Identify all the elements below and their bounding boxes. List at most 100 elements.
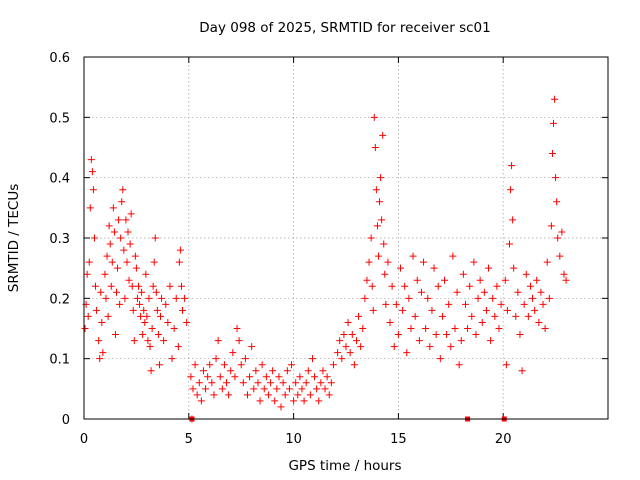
data-point xyxy=(386,318,394,326)
data-point xyxy=(92,282,100,290)
data-point xyxy=(292,379,300,387)
data-point xyxy=(298,385,306,393)
data-point xyxy=(294,391,302,399)
y-tick-label: 0 xyxy=(62,413,70,428)
data-point xyxy=(225,391,233,399)
data-point xyxy=(533,276,541,284)
data-point xyxy=(181,294,189,302)
data-point xyxy=(302,379,310,387)
y-tick-label: 0.4 xyxy=(49,172,70,187)
data-point xyxy=(505,240,513,248)
data-point xyxy=(260,385,268,393)
data-point xyxy=(160,337,168,345)
data-point xyxy=(142,270,150,278)
data-point xyxy=(374,252,382,260)
data-point xyxy=(243,391,251,399)
data-point xyxy=(493,282,501,290)
data-point xyxy=(218,385,226,393)
data-point xyxy=(403,349,411,357)
data-point xyxy=(457,337,465,345)
data-point xyxy=(392,300,400,308)
data-point xyxy=(86,204,94,212)
data-point xyxy=(545,294,553,302)
data-point xyxy=(482,306,490,314)
data-point xyxy=(317,379,325,387)
data-point xyxy=(262,373,270,381)
data-point xyxy=(560,270,568,278)
data-point xyxy=(434,282,442,290)
data-point xyxy=(145,294,153,302)
data-point xyxy=(119,186,127,194)
data-point xyxy=(424,294,432,302)
data-point xyxy=(417,288,425,296)
x-tick-label: 20 xyxy=(495,432,512,447)
data-point xyxy=(120,246,128,254)
data-point xyxy=(277,403,285,411)
data-point xyxy=(111,331,119,339)
data-point xyxy=(183,318,191,326)
data-point xyxy=(520,300,528,308)
x-tick-label: 10 xyxy=(285,432,302,447)
data-point xyxy=(122,216,130,224)
data-point xyxy=(271,397,279,405)
data-point xyxy=(355,312,363,320)
data-point xyxy=(413,276,421,284)
data-point xyxy=(508,162,516,170)
data-point xyxy=(315,397,323,405)
data-point xyxy=(102,294,110,302)
data-point xyxy=(93,306,101,314)
data-point xyxy=(127,210,135,218)
data-point xyxy=(252,367,260,375)
data-point xyxy=(304,367,312,375)
data-point xyxy=(443,331,451,339)
data-point xyxy=(248,343,256,351)
data-point xyxy=(438,312,446,320)
data-point xyxy=(105,222,113,230)
data-point xyxy=(112,288,120,296)
data-point xyxy=(352,337,360,345)
data-point xyxy=(558,228,566,236)
y-tick-label: 0.3 xyxy=(49,232,70,247)
y-tick-label: 0.5 xyxy=(49,111,70,126)
data-point xyxy=(177,282,185,290)
data-point xyxy=(338,355,346,363)
data-point xyxy=(514,288,522,296)
data-point xyxy=(164,318,172,326)
data-point xyxy=(290,397,298,405)
data-point xyxy=(468,312,476,320)
data-point xyxy=(187,373,195,381)
data-point xyxy=(415,337,423,345)
data-point xyxy=(131,252,139,260)
data-point xyxy=(380,240,388,248)
data-point xyxy=(554,234,562,242)
axis-ticks: 0 5 10 15 20 0 0.1 0.2 0.3 0.4 0.5 0.6 xyxy=(49,51,608,447)
data-point xyxy=(118,198,126,206)
data-point xyxy=(432,331,440,339)
data-point xyxy=(379,131,387,139)
data-point xyxy=(348,331,356,339)
data-point xyxy=(436,355,444,363)
data-point xyxy=(551,95,559,103)
data-point xyxy=(365,258,373,266)
data-point xyxy=(90,234,98,242)
data-point xyxy=(83,270,91,278)
data-point xyxy=(308,355,316,363)
data-point xyxy=(394,331,402,339)
data-point xyxy=(254,379,262,387)
data-point xyxy=(464,325,472,332)
data-point xyxy=(503,306,511,314)
data-point xyxy=(208,379,216,387)
data-point xyxy=(123,258,131,266)
data-point xyxy=(384,258,392,266)
data-point xyxy=(157,312,165,320)
data-point xyxy=(420,258,428,266)
data-point xyxy=(81,325,89,332)
data-point xyxy=(346,349,354,357)
plot-frame xyxy=(83,56,609,420)
data-point xyxy=(206,361,214,369)
data-point xyxy=(531,306,539,314)
data-point xyxy=(485,264,493,272)
data-point xyxy=(401,282,409,290)
